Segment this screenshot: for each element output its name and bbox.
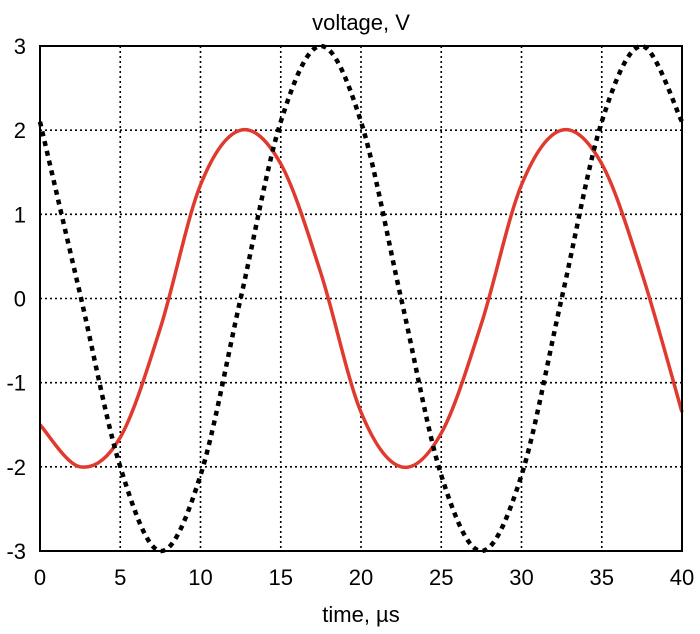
series-group <box>37 43 685 554</box>
x-tick-label: 15 <box>269 565 293 590</box>
x-tick-label: 10 <box>188 565 212 590</box>
y-tick-label: -1 <box>6 371 26 396</box>
chart-title: voltage, V <box>312 10 410 35</box>
y-tick-labels: 3 2 1 0 -1 -2 -3 <box>6 34 26 564</box>
x-tick-label: 0 <box>34 565 46 590</box>
series-line-solid <box>38 127 684 470</box>
y-tick-label: 2 <box>14 118 26 143</box>
x-tick-label: 40 <box>670 565 694 590</box>
x-tick-label: 5 <box>114 565 126 590</box>
x-tick-label: 30 <box>509 565 533 590</box>
y-tick-label: -3 <box>6 539 26 564</box>
x-tick-label: 35 <box>590 565 614 590</box>
x-axis-title: time, µs <box>322 602 399 627</box>
grid <box>40 46 682 551</box>
x-tick-labels: 0 5 10 15 20 25 30 35 40 <box>34 565 694 590</box>
y-tick-label: -2 <box>6 455 26 480</box>
y-tick-label: 0 <box>14 287 26 312</box>
y-tick-label: 3 <box>14 34 26 59</box>
x-tick-label: 25 <box>429 565 453 590</box>
y-tick-label: 1 <box>14 202 26 227</box>
x-tick-label: 20 <box>349 565 373 590</box>
plot-frame <box>39 45 683 552</box>
